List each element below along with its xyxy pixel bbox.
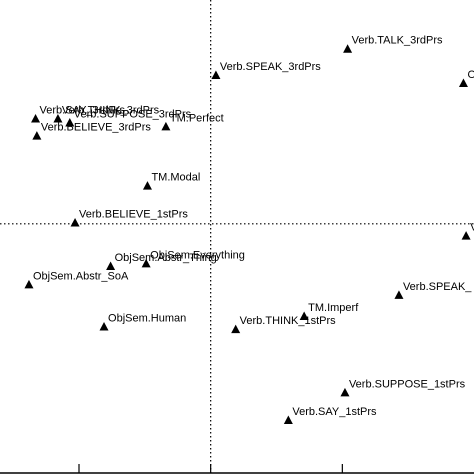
point-marker bbox=[106, 261, 116, 270]
point-marker bbox=[65, 117, 75, 127]
point-marker bbox=[343, 44, 353, 53]
point-marker bbox=[340, 387, 350, 397]
point-marker bbox=[142, 181, 152, 190]
point-marker bbox=[299, 311, 309, 320]
data-point: TM.Modal bbox=[142, 172, 200, 190]
point-label: O bbox=[467, 69, 474, 81]
point-label: TM.Imperf bbox=[308, 302, 359, 314]
data-point: Verb.BELIEVE_1stPrs bbox=[70, 209, 188, 227]
data-point: TM.Perfect bbox=[161, 112, 224, 131]
data-points: Verb.TALK_3rdPrs Verb.SPEAK_3rdPrs O Verb.S… bbox=[24, 35, 474, 425]
point-label: Verb.THINK_3rdPrs bbox=[62, 105, 160, 117]
point-label: Verb.SPEAK_3rdPrs bbox=[220, 61, 321, 73]
point-marker bbox=[231, 324, 241, 334]
data-point: ObjSem.Abstr_SoA bbox=[24, 270, 129, 289]
data-point: Verb.SUPPOSE_3rdPrs bbox=[65, 108, 192, 127]
point-marker bbox=[99, 322, 109, 331]
data-point: O bbox=[458, 69, 474, 87]
point-marker bbox=[32, 131, 42, 140]
data-point: Verb.THINK_1stPrs bbox=[231, 315, 336, 334]
point-label: Verb.SAY_3rdPrs bbox=[40, 105, 126, 117]
data-point: ObjSem.Abstr_Thing bbox=[106, 252, 217, 270]
data-point: Verb.THINK_3rdPrs bbox=[53, 105, 160, 123]
data-point: Verb.TALK_3rdPrs bbox=[343, 35, 443, 53]
point-marker bbox=[31, 114, 41, 123]
point-label: Verb.SPEAK_ bbox=[403, 281, 472, 293]
point-marker bbox=[161, 121, 171, 131]
data-point: Verb.SAY_3rdPrs bbox=[31, 105, 125, 123]
point-label: Verb.SUPPOSE_3rdPrs bbox=[74, 108, 192, 120]
point-marker bbox=[461, 231, 471, 240]
data-point: ObjSem.Human bbox=[99, 313, 186, 331]
data-point: Verb.SAY_1stPrs bbox=[283, 406, 377, 425]
point-marker bbox=[458, 78, 468, 87]
point-marker bbox=[141, 258, 151, 268]
point-label: ObjSem.Abstr_Thing bbox=[115, 252, 217, 264]
point-label: V bbox=[470, 222, 474, 234]
point-marker bbox=[70, 218, 80, 227]
point-marker bbox=[24, 279, 34, 289]
point-marker bbox=[53, 114, 63, 123]
point-label: Verb.BELIEVE_1stPrs bbox=[79, 209, 188, 221]
point-label: Verb.THINK_1stPrs bbox=[240, 315, 336, 327]
point-label: TM.Modal bbox=[151, 172, 200, 184]
point-marker bbox=[394, 290, 404, 299]
point-label: Verb.SAY_1stPrs bbox=[292, 406, 377, 418]
data-point: Verb.BELIEVE_3rdPrs bbox=[32, 122, 151, 140]
point-label: Verb.TALK_3rdPrs bbox=[352, 35, 443, 47]
data-point: Verb.SUPPOSE_1stPrs bbox=[340, 378, 466, 397]
point-marker bbox=[283, 415, 293, 425]
data-point: ObjSem.Everything bbox=[141, 249, 245, 268]
data-point: Verb.SPEAK_ bbox=[394, 281, 472, 299]
point-label: ObjSem.Everything bbox=[150, 249, 245, 261]
point-label: ObjSem.Abstr_SoA bbox=[33, 270, 129, 282]
point-label: Verb.SUPPOSE_1stPrs bbox=[349, 378, 466, 390]
point-label: ObjSem.Human bbox=[108, 313, 186, 325]
data-point: Verb.SPEAK_3rdPrs bbox=[211, 61, 321, 80]
point-label: TM.Perfect bbox=[170, 112, 224, 124]
point-label: Verb.BELIEVE_3rdPrs bbox=[41, 122, 152, 134]
data-point: V bbox=[461, 222, 474, 240]
data-point: TM.Imperf bbox=[299, 302, 359, 320]
point-marker bbox=[211, 70, 221, 80]
